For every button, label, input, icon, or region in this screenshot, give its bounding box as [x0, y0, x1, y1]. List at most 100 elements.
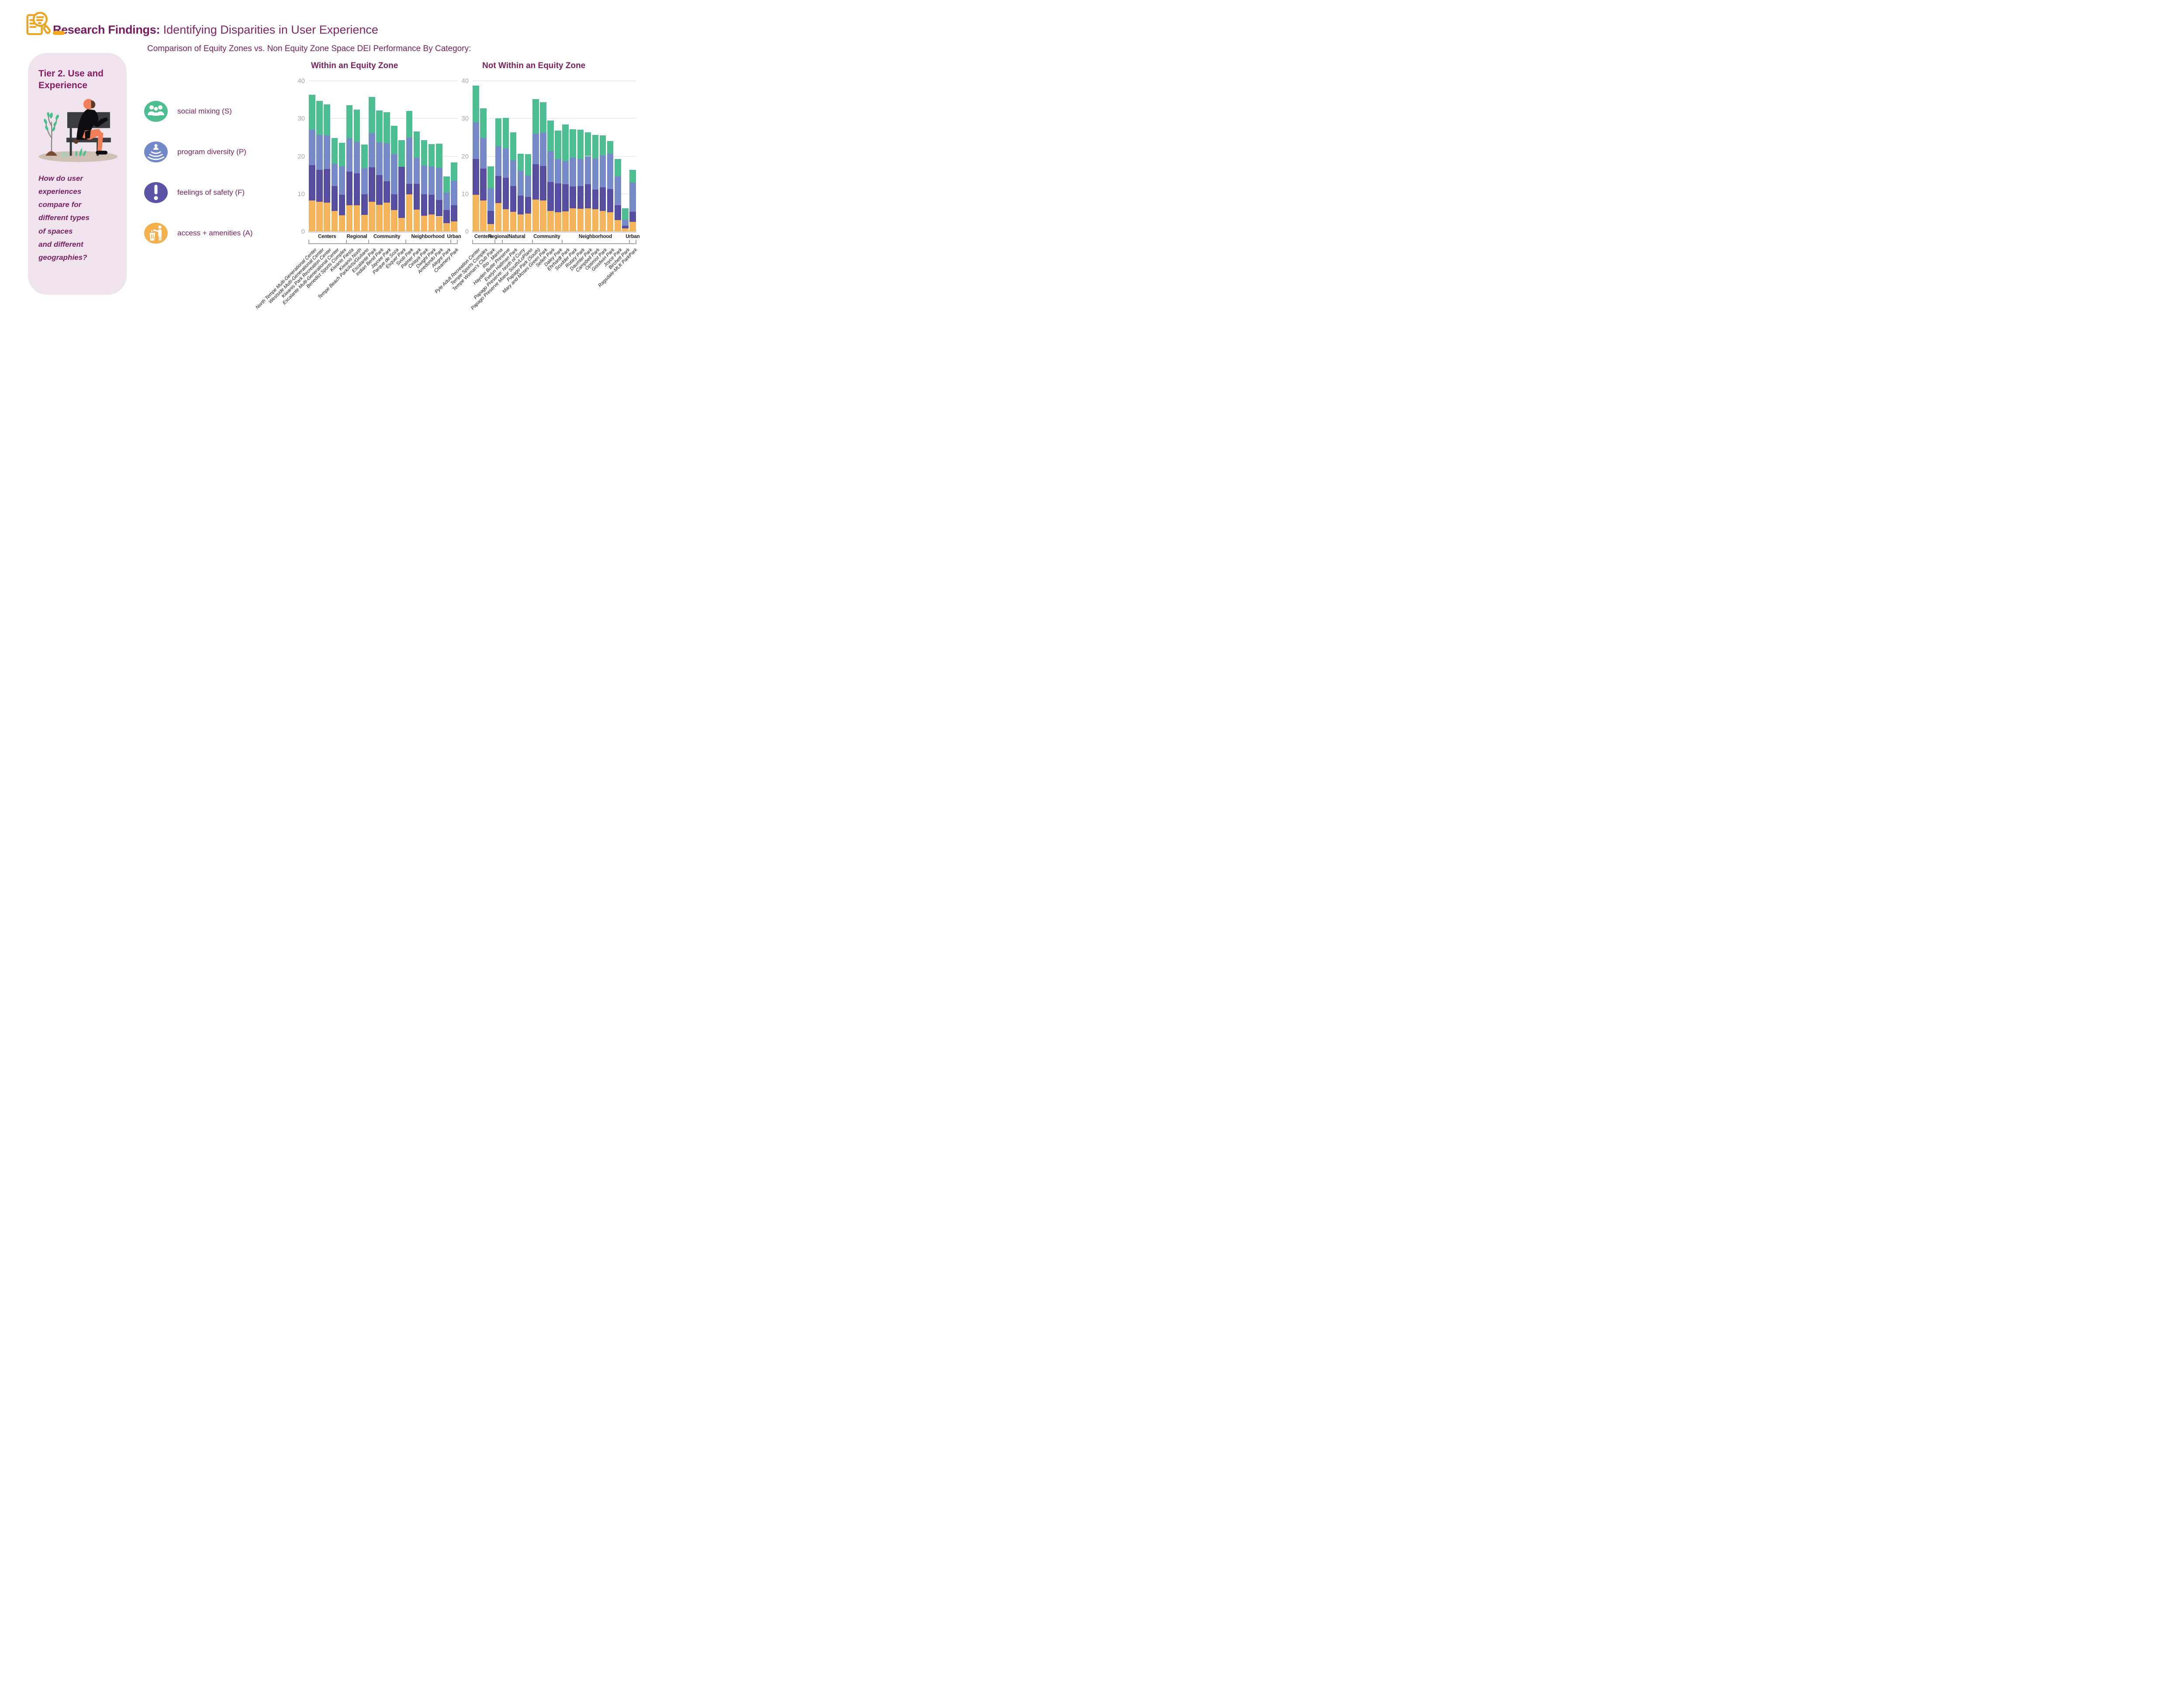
bar-segment	[555, 183, 561, 212]
bar-segment	[532, 133, 539, 164]
bar-segment	[562, 161, 569, 185]
chart-title: Not Within an Equity Zone	[482, 61, 586, 70]
category-bracket	[308, 243, 458, 244]
tier-2-panel: Tier 2. Use and Experience	[28, 53, 127, 295]
question-line: different types	[38, 214, 90, 222]
question-line: How do user	[38, 174, 83, 183]
page-title: Research Findings: Identifying Dispariti…	[53, 23, 378, 37]
bar-segment	[361, 215, 368, 231]
bar-segment	[391, 154, 397, 195]
y-tick-label: 10	[461, 190, 469, 198]
bar-segment	[592, 158, 599, 190]
bar-segment	[369, 167, 375, 202]
bar-segment	[622, 226, 629, 229]
bar-segment	[570, 157, 576, 187]
bar-segment	[517, 154, 524, 171]
bar-segment	[540, 200, 546, 231]
gridline-20	[308, 155, 458, 157]
bar-segment	[346, 138, 353, 172]
bar-segment	[487, 188, 494, 211]
bar-segment	[532, 99, 539, 134]
bar-segment	[540, 133, 546, 166]
bar-segment	[361, 144, 368, 169]
bar-segment	[480, 200, 487, 231]
equity-zone-chart: Within an Equity Zone 0 10 20 30 40 Centers Re…	[255, 61, 467, 328]
bar-segment	[398, 217, 405, 231]
bar-segment	[607, 189, 614, 212]
bar-segment	[562, 124, 569, 161]
bar-segment	[435, 168, 442, 200]
legend-label: feelings of safety (F)	[177, 188, 245, 197]
category-label-centers: Centers	[474, 234, 493, 239]
category-label-centers: Centers	[318, 234, 336, 239]
bar-segment	[577, 186, 584, 209]
panel-title: Tier 2. Use and Experience	[38, 69, 104, 91]
y-tick-label: 30	[461, 115, 469, 123]
bar-segment	[421, 140, 428, 166]
person-on-bench-illustration	[38, 99, 118, 162]
bracket-tick	[457, 240, 458, 244]
bar-segment	[615, 220, 621, 231]
x-axis-line	[472, 230, 636, 233]
gridline-40	[472, 80, 636, 81]
bar-segment	[532, 199, 539, 231]
bar-segment	[480, 108, 487, 138]
bar-segment	[376, 142, 383, 176]
document-search-icon	[26, 12, 51, 35]
bar-segment	[584, 184, 591, 208]
bar-segment	[353, 205, 360, 231]
category-bracket	[472, 243, 636, 244]
research-findings-slide: Research Findings: Identifying Dispariti…	[0, 0, 685, 334]
gridline-10	[308, 193, 458, 194]
bar-segment	[577, 130, 584, 159]
bar-segment	[324, 169, 330, 203]
legend-item-access-amenities: access + amenities (A)	[144, 221, 252, 245]
bar-segment	[487, 166, 494, 188]
feelings-of-safety-icon	[144, 182, 168, 203]
bar-segment	[391, 125, 397, 155]
bar-segment	[435, 200, 442, 217]
category-label-neighborhood: Neighborhood	[411, 234, 445, 239]
question-line: and different	[38, 240, 83, 248]
legend-item-program-diversity: program diversity (P)	[144, 140, 252, 164]
bar-segment	[592, 135, 599, 159]
program-diversity-icon	[144, 141, 168, 162]
bar-segment	[592, 209, 599, 231]
bar-segment	[353, 173, 360, 205]
bar-segment	[547, 151, 554, 182]
legend-item-social-mixing: social mixing (S)	[144, 100, 252, 123]
bar-segment	[451, 181, 457, 206]
bar-segment	[391, 194, 397, 210]
bar-segment	[487, 224, 494, 231]
bar-segment	[413, 157, 420, 184]
bar-segment	[451, 162, 457, 181]
bar-segment	[577, 159, 584, 186]
bar-segment	[361, 168, 368, 194]
chart-title: Within an Equity Zone	[311, 61, 398, 70]
bar-segment	[324, 135, 330, 169]
bar-segment	[413, 209, 420, 231]
bar-segment	[339, 215, 346, 231]
bracket-tick	[368, 240, 369, 244]
legend-label: program diversity (P)	[177, 148, 246, 156]
bar-segment	[510, 132, 517, 160]
bar-segment	[517, 171, 524, 196]
bar-segment	[584, 156, 591, 185]
gridline-20	[472, 155, 636, 157]
bar-segment	[316, 135, 323, 170]
bar-segment	[622, 228, 629, 231]
bar-segment	[584, 132, 591, 156]
y-tick-label: 0	[301, 228, 305, 235]
bar-segment	[577, 209, 584, 231]
bar-segment	[435, 216, 442, 231]
y-tick-label: 40	[461, 77, 469, 85]
bar-segment	[480, 168, 487, 201]
bar-segment	[517, 196, 524, 215]
comparison-subtitle: Comparison of Equity Zones vs. Non Equit…	[147, 44, 471, 53]
bar-segment	[324, 104, 330, 136]
bar-segment	[339, 143, 346, 166]
bar-segment	[607, 154, 614, 190]
bar-segment	[607, 212, 614, 231]
bracket-tick	[308, 240, 309, 244]
bracket-tick	[346, 240, 347, 244]
